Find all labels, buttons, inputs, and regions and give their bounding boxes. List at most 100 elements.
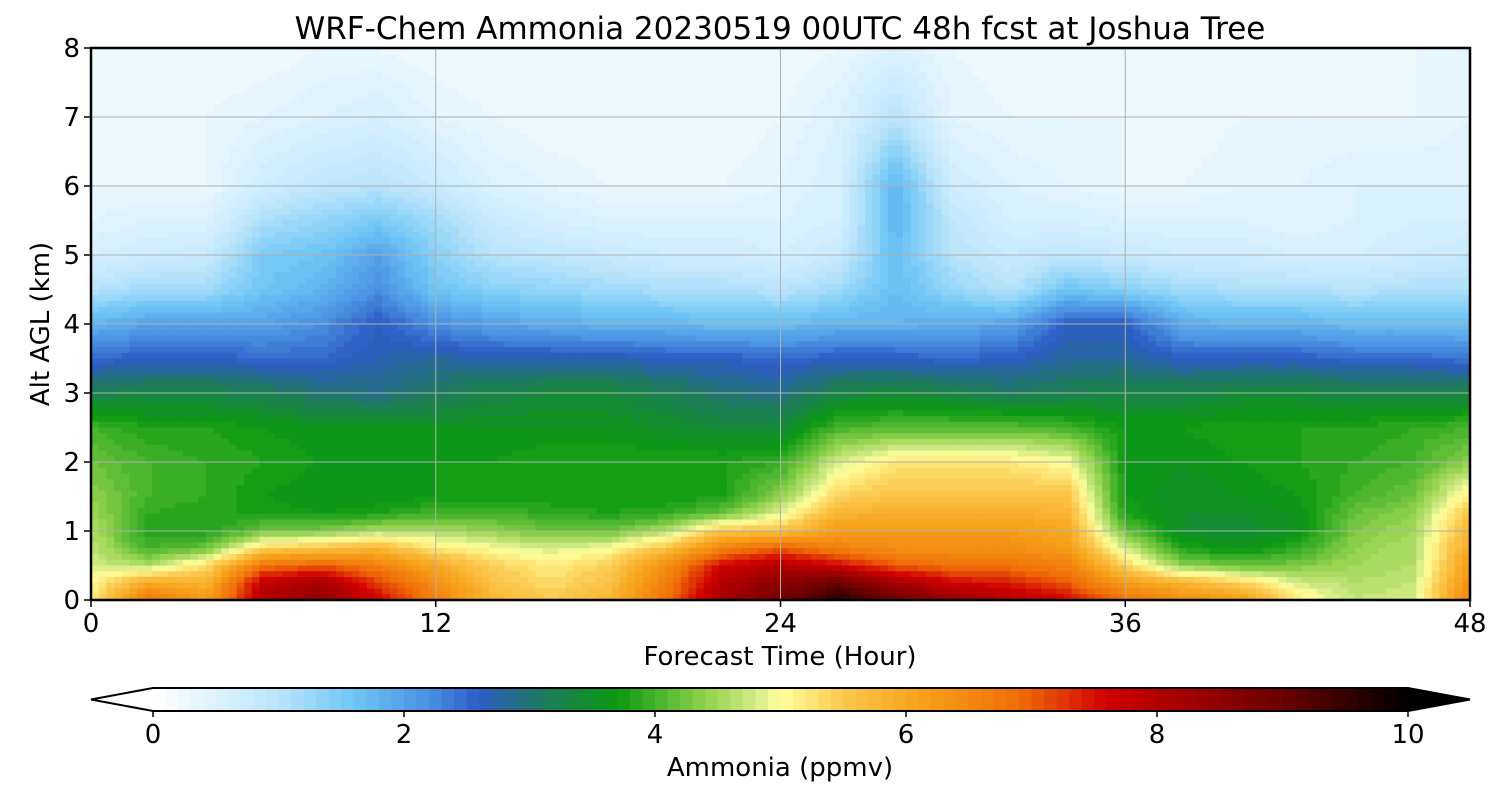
heatmap-cell bbox=[466, 174, 475, 181]
heatmap-cell bbox=[443, 94, 452, 101]
heatmap-cell bbox=[818, 174, 828, 181]
heatmap-cell bbox=[244, 65, 253, 72]
heatmap-cell bbox=[382, 197, 391, 204]
heatmap-cell bbox=[1178, 76, 1188, 84]
heatmap-cell bbox=[1378, 111, 1387, 118]
heatmap-cell bbox=[581, 76, 590, 84]
heatmap-cell bbox=[167, 59, 176, 66]
heatmap-cell bbox=[1301, 76, 1310, 84]
heatmap-cell bbox=[1454, 82, 1463, 89]
heatmap-cell bbox=[466, 65, 475, 72]
heatmap-cell bbox=[1094, 53, 1103, 61]
heatmap-cell bbox=[1071, 99, 1080, 107]
heatmap-cell bbox=[1408, 48, 1417, 55]
heatmap-cell bbox=[320, 186, 330, 193]
heatmap-cell bbox=[167, 128, 176, 135]
heatmap-cell bbox=[313, 140, 322, 147]
heatmap-cell bbox=[849, 174, 858, 181]
heatmap-cell bbox=[1140, 191, 1149, 199]
heatmap-cell bbox=[1086, 105, 1096, 112]
heatmap-cell bbox=[190, 65, 199, 72]
heatmap-cell bbox=[182, 128, 192, 135]
heatmap-cell bbox=[941, 94, 950, 101]
heatmap-cell bbox=[182, 180, 192, 187]
heatmap-cell bbox=[221, 71, 230, 78]
heatmap-cell bbox=[550, 88, 559, 95]
heatmap-cell bbox=[1086, 174, 1096, 181]
heatmap-cell bbox=[803, 59, 812, 66]
heatmap-cell bbox=[1431, 71, 1440, 78]
heatmap-cell bbox=[359, 122, 368, 130]
heatmap-cell bbox=[588, 59, 598, 66]
heatmap-cell bbox=[864, 53, 874, 61]
heatmap-cell bbox=[136, 117, 146, 124]
heatmap-cell bbox=[1431, 117, 1440, 124]
heatmap-cell bbox=[795, 151, 805, 158]
heatmap-cell bbox=[221, 180, 230, 187]
heatmap-cell bbox=[558, 191, 567, 199]
heatmap-cell bbox=[1155, 53, 1165, 61]
heatmap-cell bbox=[267, 99, 276, 107]
heatmap-cell bbox=[213, 151, 222, 158]
heatmap-cell bbox=[1355, 157, 1364, 164]
heatmap-cell bbox=[1033, 88, 1042, 95]
heatmap-cell bbox=[236, 197, 245, 204]
heatmap-cell bbox=[535, 157, 544, 164]
heatmap-cell bbox=[336, 94, 345, 101]
heatmap-cell bbox=[1355, 65, 1364, 72]
heatmap-cell bbox=[290, 157, 299, 164]
heatmap-cell bbox=[1255, 145, 1264, 153]
heatmap-cell bbox=[175, 99, 184, 107]
heatmap-cell bbox=[742, 71, 751, 78]
heatmap-cell bbox=[903, 88, 912, 95]
heatmap-cell bbox=[305, 203, 314, 210]
heatmap-cell bbox=[1454, 157, 1463, 164]
heatmap-cell bbox=[435, 197, 445, 204]
heatmap-cell bbox=[749, 180, 759, 187]
heatmap-cell bbox=[1048, 94, 1057, 101]
heatmap-cell bbox=[918, 88, 927, 95]
heatmap-cell bbox=[627, 191, 636, 199]
heatmap-cell bbox=[1416, 82, 1425, 89]
heatmap-cell bbox=[351, 99, 360, 107]
heatmap-cell bbox=[282, 191, 291, 199]
heatmap-cell bbox=[1286, 53, 1295, 61]
heatmap-cell bbox=[826, 151, 835, 158]
heatmap-cell bbox=[1332, 76, 1341, 84]
heatmap-cell bbox=[1232, 163, 1241, 170]
heatmap-cell bbox=[313, 128, 322, 135]
heatmap-cell bbox=[1040, 88, 1050, 95]
heatmap-cell bbox=[1171, 48, 1180, 55]
heatmap-cell bbox=[213, 140, 222, 147]
heatmap-cell bbox=[834, 105, 843, 112]
heatmap-cell bbox=[1232, 82, 1241, 89]
heatmap-cell bbox=[1217, 128, 1226, 135]
heatmap-cell bbox=[933, 203, 942, 210]
heatmap-cell bbox=[895, 180, 904, 187]
heatmap-cell bbox=[1209, 157, 1218, 164]
heatmap-cell bbox=[611, 203, 621, 210]
heatmap-cell bbox=[1378, 186, 1387, 193]
heatmap-cell bbox=[811, 88, 820, 95]
heatmap-cell bbox=[405, 157, 414, 164]
heatmap-cell bbox=[1270, 174, 1280, 181]
heatmap-cell bbox=[780, 88, 789, 95]
heatmap-cell bbox=[811, 48, 820, 55]
heatmap-cell bbox=[696, 163, 705, 170]
heatmap-cell bbox=[282, 122, 291, 130]
heatmap-cell bbox=[527, 168, 536, 176]
heatmap-cell bbox=[949, 151, 958, 158]
heatmap-cell bbox=[680, 186, 690, 193]
heatmap-cell bbox=[474, 186, 483, 193]
heatmap-cell bbox=[588, 111, 598, 118]
heatmap-cell bbox=[1186, 94, 1195, 101]
heatmap-cell bbox=[336, 76, 345, 84]
heatmap-cell bbox=[1040, 94, 1050, 101]
heatmap-cell bbox=[466, 117, 475, 124]
heatmap-cell bbox=[588, 191, 598, 199]
heatmap-cell bbox=[1117, 71, 1126, 78]
heatmap-cell bbox=[995, 180, 1004, 187]
heatmap-cell bbox=[627, 88, 636, 95]
heatmap-cell bbox=[1293, 157, 1303, 164]
heatmap-cell bbox=[627, 71, 636, 78]
